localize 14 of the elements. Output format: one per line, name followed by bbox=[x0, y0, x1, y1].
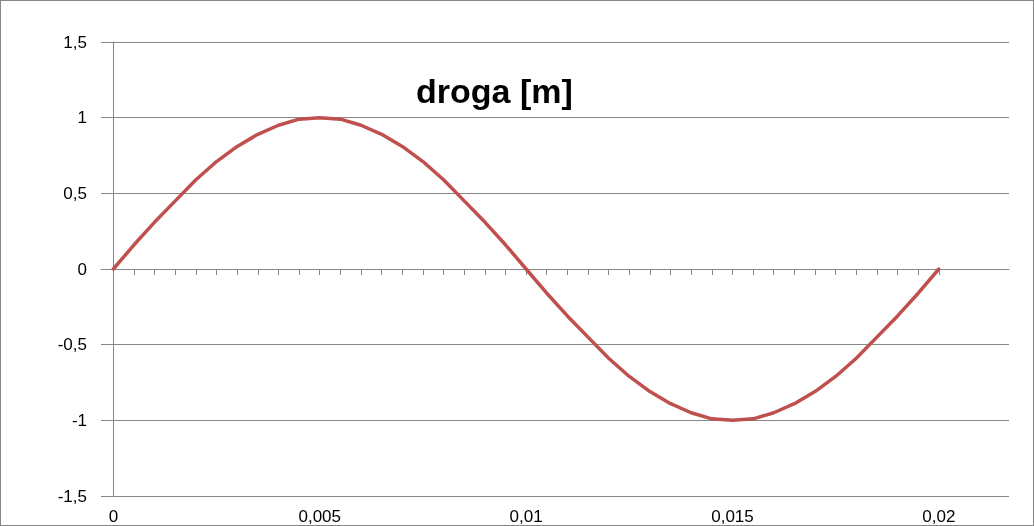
y-tick-label: -1 bbox=[71, 410, 87, 430]
y-tick-label: 0 bbox=[77, 259, 87, 279]
y-tick-label: 0,5 bbox=[63, 183, 87, 203]
x-tick-label: 0,01 bbox=[509, 507, 543, 526]
text: droga [m] bbox=[416, 72, 573, 110]
y-tick-label: 1 bbox=[77, 108, 87, 128]
x-tick-label: 0,005 bbox=[298, 507, 342, 526]
x-tick-label: 0 bbox=[108, 507, 119, 526]
x-tick-label: 0,015 bbox=[711, 507, 754, 526]
y-tick-label: -1,5 bbox=[57, 486, 87, 506]
y-tick-label: -0,5 bbox=[57, 335, 87, 355]
line-series bbox=[111, 115, 941, 423]
y-tick-label: 1,5 bbox=[63, 32, 87, 52]
x-tick-label: 0,02 bbox=[922, 507, 956, 526]
